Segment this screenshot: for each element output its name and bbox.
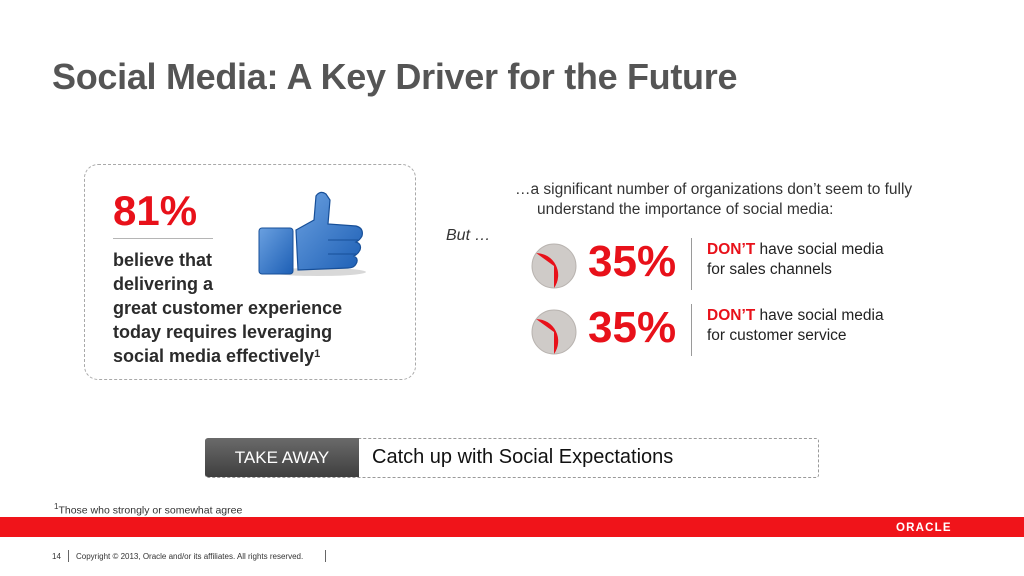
footnote: 1Those who strongly or somewhat agree <box>54 502 242 517</box>
desc-line: great customer experience <box>113 298 343 318</box>
desc-line: believe that <box>113 250 213 270</box>
desc-text: for sales channels <box>707 261 832 278</box>
desc-text: social media effectively <box>113 346 315 366</box>
copyright: Copyright © 2013, Oracle and/or its affi… <box>76 552 304 561</box>
stat-35-percent: 35% <box>588 303 677 352</box>
takeaway-tag: TAKE AWAY <box>205 438 359 477</box>
page-number: 14 <box>52 552 61 561</box>
divider <box>68 550 69 562</box>
thumbs-up-icon <box>258 191 366 276</box>
negation-label: DON’T <box>707 241 756 258</box>
intro-line: understand the importance of social medi… <box>537 201 834 218</box>
negation-label: DON’T <box>707 307 756 324</box>
stat-description: DON’T have social media for customer ser… <box>707 306 947 346</box>
footnote-marker: 1 <box>314 348 321 360</box>
desc-text: have social media <box>755 241 884 258</box>
stat-81-percent: 81% <box>113 187 198 234</box>
footnote-marker: 1 <box>54 502 59 511</box>
stat-row-service: 35% DON’T have social media for customer… <box>530 302 950 366</box>
divider <box>691 304 692 356</box>
desc-line: today requires leveraging <box>113 322 333 342</box>
desc-text: for customer service <box>707 327 847 344</box>
desc-line: social media effectively1 <box>113 344 383 368</box>
stat-description: DON’T have social media for sales channe… <box>707 240 947 280</box>
intro-line: …a significant number of organizations d… <box>515 181 913 198</box>
desc-text: have social media <box>755 307 884 324</box>
desc-line: delivering a <box>113 274 214 294</box>
oracle-logo: ORACLE <box>896 522 952 534</box>
divider <box>325 550 326 562</box>
page-title: Social Media: A Key Driver for the Futur… <box>52 56 738 97</box>
pie-chart-icon <box>531 243 577 289</box>
divider <box>113 238 213 239</box>
footer-bar <box>0 517 1024 537</box>
stat-card-81 <box>84 164 416 380</box>
intro-text: …a significant number of organizations d… <box>515 180 975 220</box>
stat-35-percent: 35% <box>588 237 677 286</box>
stat-row-sales: 35% DON’T have social media for sales ch… <box>530 236 950 300</box>
footnote-text: Those who strongly or somewhat agree <box>58 504 243 517</box>
pie-slice <box>536 319 559 354</box>
pie-chart-icon <box>531 309 577 355</box>
takeaway-text: Catch up with Social Expectations <box>372 446 674 468</box>
but-label: But … <box>446 227 491 244</box>
divider <box>691 238 692 290</box>
pie-slice <box>536 253 559 288</box>
stat-81-description: believe that delivering a great customer… <box>113 248 383 368</box>
